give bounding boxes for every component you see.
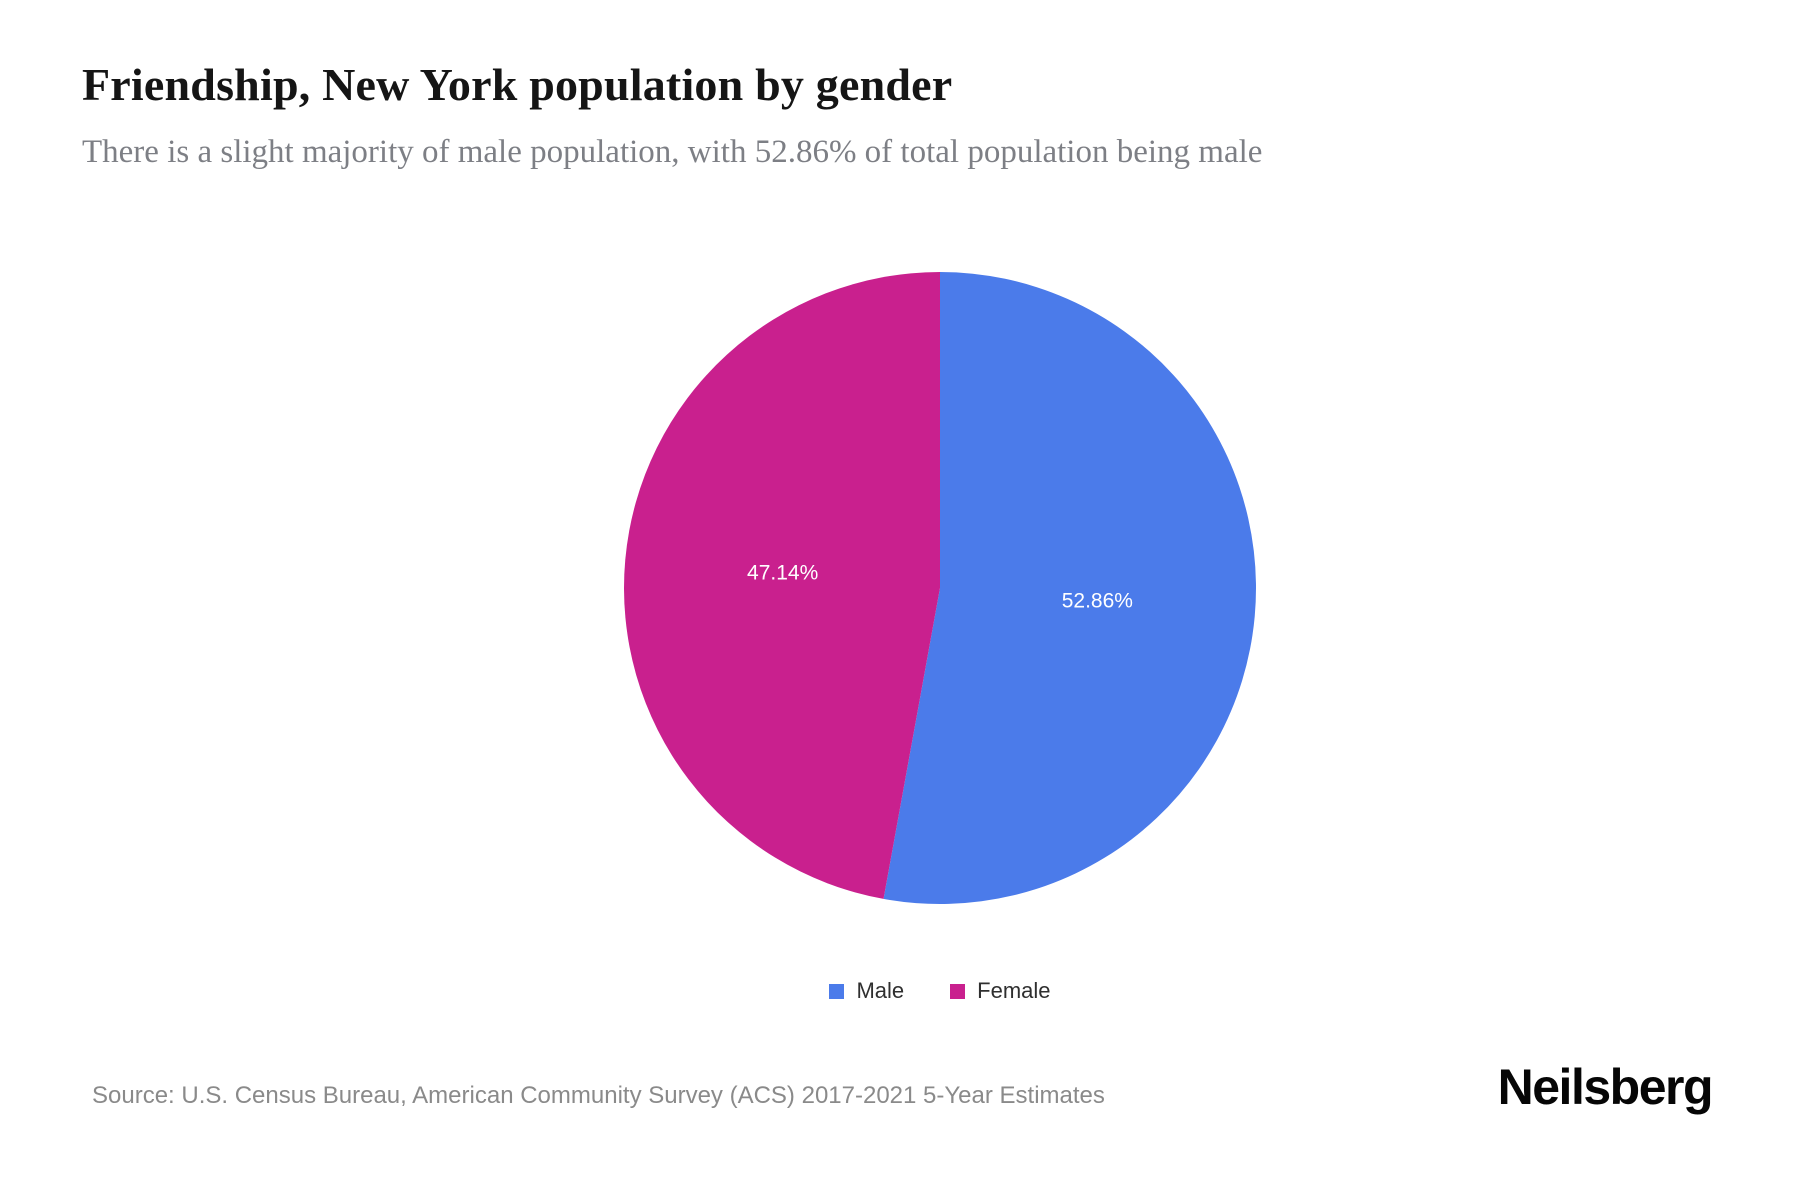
- legend-label-male: Male: [856, 978, 905, 1003]
- legend-swatch-female: [950, 983, 966, 999]
- legend-label-female: Female: [977, 978, 1051, 1003]
- pie-slice-female[interactable]: [624, 272, 940, 899]
- chart-legend: Male Female: [80, 978, 1800, 1004]
- legend-item-male[interactable]: Male: [829, 978, 904, 1004]
- chart-subtitle: There is a slight majority of male popul…: [82, 134, 1263, 170]
- brand-logo: Neilsberg: [1497, 1059, 1714, 1115]
- source-note: Source: U.S. Census Bureau, American Com…: [92, 1082, 1105, 1109]
- pie-slice-label-female: 47.14%: [747, 561, 818, 584]
- pie-chart: 52.86% 47.14%: [590, 238, 1290, 938]
- pie-slice-label-male: 52.86%: [1062, 590, 1133, 613]
- chart-title: Friendship, New York population by gende…: [82, 59, 953, 110]
- pie-slice-male[interactable]: [883, 272, 1256, 904]
- legend-swatch-male: [829, 983, 845, 999]
- legend-item-female[interactable]: Female: [950, 978, 1051, 1004]
- pie-svg: 52.86% 47.14%: [624, 272, 1256, 904]
